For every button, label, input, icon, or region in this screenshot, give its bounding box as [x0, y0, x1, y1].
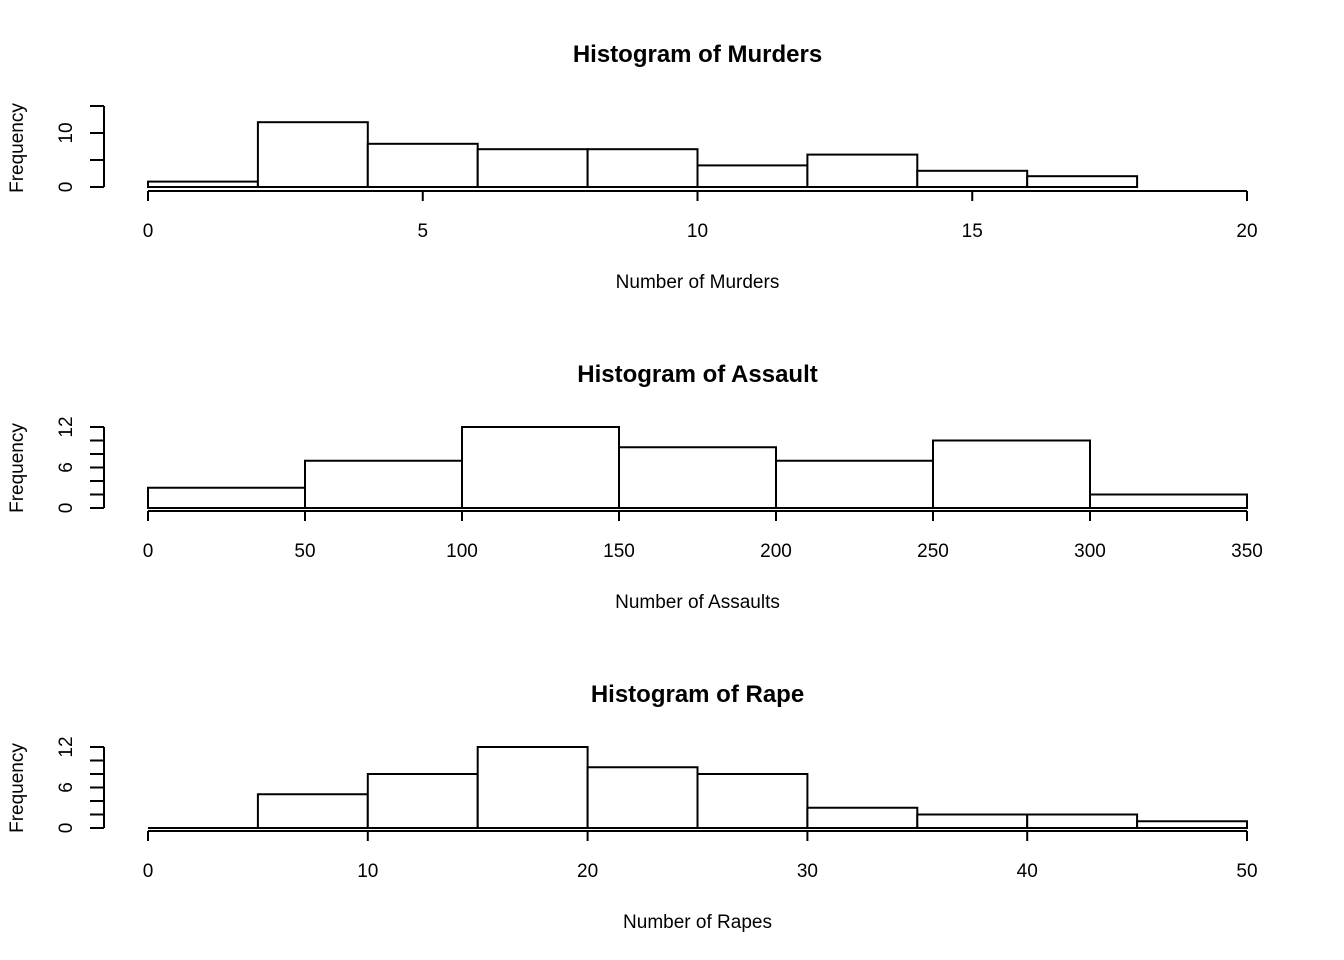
- histogram-bar: [806, 153, 919, 189]
- x-tick-label: 150: [603, 541, 635, 562]
- x-axis-label: Number of Murders: [616, 272, 780, 293]
- x-tick-label: 20: [577, 861, 598, 882]
- x-tick-label: 10: [357, 861, 378, 882]
- histogram-bar: [256, 121, 369, 188]
- x-tick-label: 100: [446, 541, 478, 562]
- histogram-bar: [916, 169, 1029, 189]
- y-tick-label: 0: [56, 182, 77, 193]
- y-axis-label: Frequency: [7, 423, 28, 513]
- x-tick-label: 0: [143, 221, 154, 242]
- histogram-bar: [476, 148, 589, 188]
- histogram-bar: [775, 459, 934, 509]
- histogram-bar: [476, 746, 589, 829]
- x-tick-label: 0: [143, 541, 154, 562]
- histogram-bar: [461, 426, 620, 509]
- y-tick-label: 0: [56, 823, 77, 834]
- chart-title: Histogram of Murders: [573, 41, 822, 68]
- x-tick-label: 5: [417, 221, 428, 242]
- histogram-bar: [304, 459, 463, 509]
- histogram-bar: [696, 164, 809, 188]
- y-tick-label: 6: [56, 462, 77, 473]
- chart-title: Histogram of Assault: [577, 361, 817, 388]
- histogram-bar: [586, 766, 699, 829]
- y-tick-label: 12: [56, 416, 77, 437]
- histogram-bar: [932, 439, 1091, 509]
- histogram-bar: [1089, 493, 1248, 509]
- x-tick-label: 300: [1074, 541, 1106, 562]
- x-tick-label: 15: [962, 221, 983, 242]
- x-tick-label: 20: [1236, 221, 1257, 242]
- x-tick-label: 250: [917, 541, 949, 562]
- x-tick-label: 0: [143, 861, 154, 882]
- histogram-bar: [1026, 813, 1139, 829]
- histogram-bar: [916, 813, 1029, 829]
- chart-title: Histogram of Rape: [591, 681, 804, 708]
- x-tick-label: 10: [687, 221, 708, 242]
- y-tick-label: 12: [56, 736, 77, 757]
- histogram-bar: [1026, 175, 1139, 188]
- y-axis-label: Frequency: [7, 743, 28, 833]
- y-tick-label: 0: [56, 503, 77, 514]
- histogram-bar: [618, 446, 777, 509]
- histogram-bar: [366, 773, 479, 829]
- x-tick-label: 50: [294, 541, 315, 562]
- histogram-bar: [806, 806, 919, 829]
- histogram-bar: [366, 142, 479, 189]
- x-tick-label: 350: [1231, 541, 1263, 562]
- x-tick-label: 30: [797, 861, 818, 882]
- x-tick-label: 50: [1236, 861, 1257, 882]
- y-tick-label: 6: [56, 782, 77, 793]
- x-axis-label: Number of Rapes: [623, 912, 772, 933]
- y-axis-label: Frequency: [7, 103, 28, 193]
- y-tick-label: 10: [56, 122, 77, 143]
- histogram-bar: [256, 793, 369, 829]
- histogram-bar: [1136, 820, 1248, 829]
- histogram-bar: [696, 773, 809, 829]
- histogram-bar: [586, 148, 699, 188]
- x-axis-label: Number of Assaults: [615, 592, 780, 613]
- x-tick-label: 40: [1017, 861, 1038, 882]
- histogram-bar: [147, 486, 306, 509]
- x-tick-label: 200: [760, 541, 792, 562]
